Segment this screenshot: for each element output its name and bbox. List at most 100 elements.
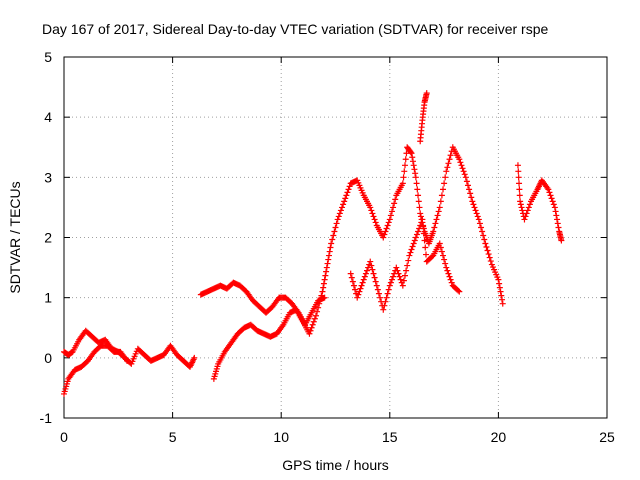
y-tick-label: 2 — [44, 230, 52, 246]
data-point — [415, 228, 422, 235]
data-point — [444, 164, 451, 171]
data-point — [337, 207, 344, 214]
data-point — [521, 216, 528, 223]
data-point — [546, 189, 553, 196]
data-point — [388, 276, 395, 283]
series-trace-e — [347, 216, 463, 313]
data-point — [463, 178, 470, 185]
data-point — [412, 174, 419, 181]
data-point — [368, 207, 375, 214]
data-point — [421, 237, 428, 244]
data-point — [475, 216, 482, 223]
data-point — [358, 282, 365, 289]
data-point — [412, 234, 419, 241]
data-point — [310, 318, 317, 325]
series-trace-g — [514, 162, 565, 244]
data-point — [332, 224, 339, 231]
data-point — [516, 192, 523, 199]
data-point — [342, 195, 349, 202]
data-point — [431, 224, 438, 231]
x-tick-label: 5 — [169, 429, 177, 445]
y-tick-label: 5 — [44, 49, 52, 65]
data-point — [466, 186, 473, 193]
data-point — [371, 216, 378, 223]
data-point — [368, 262, 375, 269]
data-point — [478, 224, 485, 231]
data-point — [315, 304, 322, 311]
data-point — [447, 152, 454, 159]
x-tick-label: 0 — [60, 429, 68, 445]
data-point — [399, 282, 406, 289]
data-point — [414, 186, 421, 193]
data-point — [472, 207, 479, 214]
data-point — [354, 294, 361, 301]
data-point — [481, 236, 488, 243]
data-point — [464, 182, 471, 189]
data-point — [548, 195, 555, 202]
data-point — [446, 156, 453, 163]
data-point — [383, 225, 390, 232]
data-point — [319, 288, 326, 295]
data-point — [458, 162, 465, 169]
data-point — [409, 243, 416, 250]
data-point — [437, 198, 444, 205]
data-point — [443, 264, 450, 271]
data-point — [335, 213, 342, 220]
data-point — [404, 262, 411, 269]
data-point — [317, 296, 324, 303]
data-point — [445, 270, 452, 277]
data-point — [416, 225, 423, 232]
data-point — [551, 204, 558, 211]
data-point — [345, 186, 352, 193]
data-point — [365, 264, 372, 271]
data-point — [429, 253, 436, 260]
data-point — [326, 248, 333, 255]
data-point — [400, 277, 407, 284]
data-point — [307, 327, 314, 334]
data-point — [496, 280, 503, 287]
data-point — [308, 324, 315, 331]
data-point — [380, 306, 387, 313]
data-point — [515, 174, 522, 181]
data-point — [384, 222, 391, 229]
data-point — [370, 270, 377, 277]
data-point — [547, 192, 554, 199]
data-point — [483, 244, 490, 251]
data-point — [387, 212, 394, 219]
data-point — [334, 216, 341, 223]
data-point — [417, 213, 424, 220]
data-point — [397, 276, 404, 283]
data-point — [361, 273, 368, 280]
y-tick-label: 1 — [44, 290, 52, 306]
data-point — [446, 273, 453, 280]
data-point — [312, 312, 319, 319]
data-point — [516, 186, 523, 193]
data-point — [320, 280, 327, 287]
data-point — [325, 252, 332, 259]
data-point — [328, 240, 335, 247]
data-point — [467, 190, 474, 197]
data-point — [396, 273, 403, 280]
data-point — [455, 287, 462, 294]
data-point — [442, 174, 449, 181]
data-point — [514, 162, 521, 169]
data-point — [480, 232, 487, 239]
data-point — [516, 180, 523, 187]
x-tick-label: 15 — [382, 429, 398, 445]
data-point — [340, 201, 347, 208]
data-point — [486, 254, 493, 261]
data-point — [498, 292, 505, 299]
data-point — [495, 276, 502, 283]
data-point — [409, 154, 416, 161]
data-point — [499, 300, 506, 307]
y-tick-label: 3 — [44, 169, 52, 185]
data-point — [373, 282, 380, 289]
data-point — [394, 267, 401, 274]
data-point — [316, 300, 323, 307]
data-point — [329, 236, 336, 243]
data-point — [123, 357, 130, 364]
data-point — [321, 294, 328, 301]
data-point — [444, 267, 451, 274]
data-point — [399, 180, 406, 187]
